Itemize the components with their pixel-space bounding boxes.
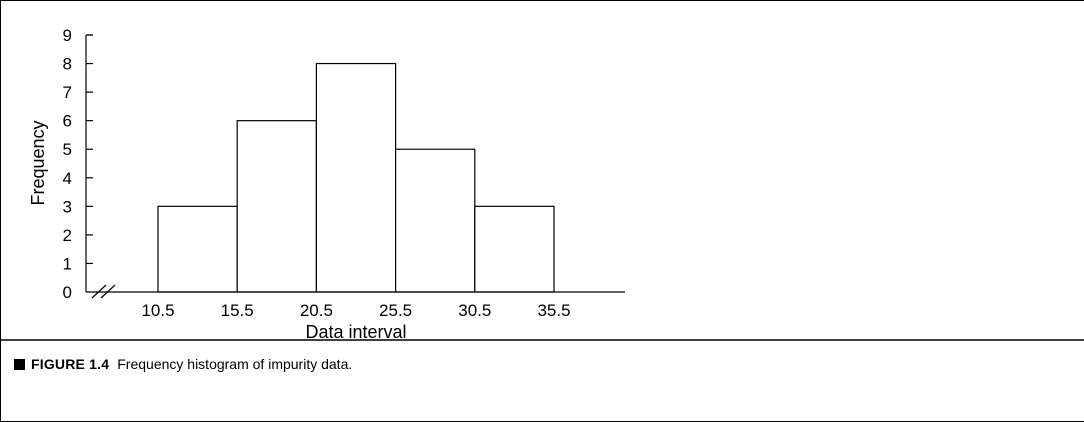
axis-break-mark-2 xyxy=(100,284,116,299)
y-ticks-layer: 0 1 2 3 4 5 6 7 8 9 xyxy=(63,26,93,302)
y-tick-label: 2 xyxy=(63,226,72,245)
x-tick-label: 35.5 xyxy=(537,301,570,320)
y-tick-label: 4 xyxy=(63,169,72,188)
histogram-bar xyxy=(236,120,317,293)
square-bullet-icon xyxy=(14,359,25,370)
y-tick-label: 6 xyxy=(63,112,72,131)
histogram-bar xyxy=(474,205,555,293)
x-tick-label: 25.5 xyxy=(379,301,412,320)
y-tick-label: 3 xyxy=(63,197,72,216)
y-tick-label: 0 xyxy=(63,283,72,302)
bars-layer xyxy=(157,62,555,293)
x-tick-label: 30.5 xyxy=(458,301,491,320)
y-axis-title: Frequency xyxy=(28,120,48,205)
histogram-chart: 0 1 2 3 4 5 6 7 8 9 10.5 15.5 20.5 25.5 30.5 35.5 Data… xyxy=(28,26,625,340)
axis-break-mark-1 xyxy=(91,284,107,299)
y-tick-label: 7 xyxy=(63,83,72,102)
y-tick-label: 1 xyxy=(63,254,72,273)
x-tick-label: 20.5 xyxy=(300,301,333,320)
histogram-bar xyxy=(395,148,476,293)
figure-label: FIGURE 1.4 xyxy=(31,356,110,372)
figure-caption: FIGURE 1.4 Frequency histogram of impurit… xyxy=(14,356,352,372)
x-axis-title: Data interval xyxy=(305,322,406,340)
y-tick-label: 9 xyxy=(63,26,72,45)
x-ticks-layer: 10.5 15.5 20.5 25.5 30.5 35.5 xyxy=(141,301,570,320)
y-tick-label: 8 xyxy=(63,55,72,74)
x-tick-label: 15.5 xyxy=(221,301,254,320)
histogram-bar xyxy=(315,62,397,293)
caption-text: Frequency histogram of impurity data. xyxy=(117,356,353,372)
x-tick-label: 10.5 xyxy=(141,301,174,320)
histogram-bar xyxy=(157,205,238,293)
axes-layer xyxy=(85,34,625,299)
y-tick-label: 5 xyxy=(63,140,72,159)
